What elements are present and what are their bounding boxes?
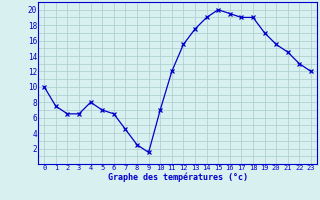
X-axis label: Graphe des températures (°c): Graphe des températures (°c) [108,173,248,182]
